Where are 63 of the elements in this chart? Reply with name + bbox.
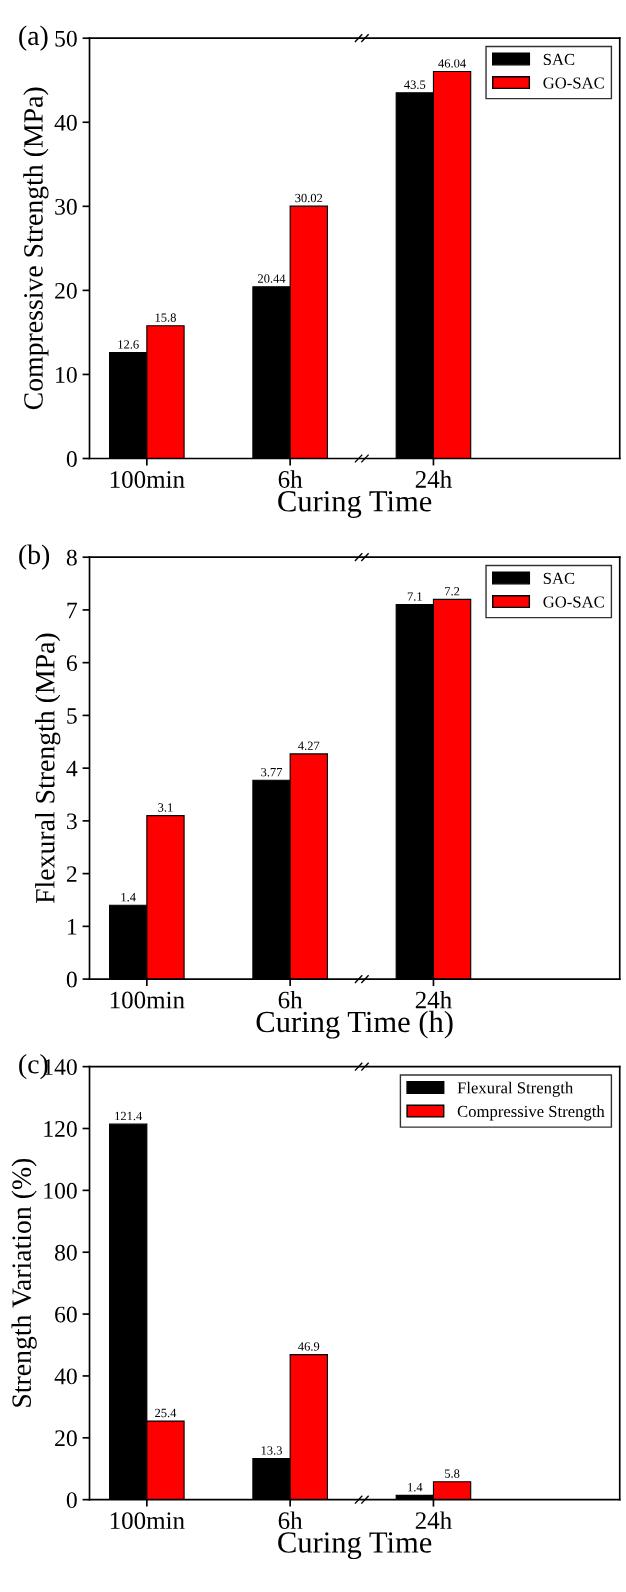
data-label: 1.4 xyxy=(121,892,136,902)
y-axis-title: Flexural Strength (MPa) xyxy=(35,633,61,904)
y-tick-label: 100 xyxy=(44,1182,77,1199)
data-label: 12.6 xyxy=(118,340,139,349)
legend-label: Compressive Strength xyxy=(457,1105,605,1121)
data-label: 46.04 xyxy=(438,59,466,68)
data-label: 13.3 xyxy=(261,1446,282,1455)
y-tick-label: 0 xyxy=(66,1492,77,1509)
data-label: 25.4 xyxy=(155,1408,177,1418)
x-tick-label: 6h xyxy=(278,470,303,488)
text: (b) xyxy=(19,544,50,570)
y-tick-label: 50 xyxy=(55,30,77,47)
legend-label: SAC xyxy=(543,53,575,66)
data-label: 46.9 xyxy=(298,1342,320,1351)
y-tick-label: 0 xyxy=(66,450,77,467)
data-label: 30.02 xyxy=(295,193,323,203)
x-tick-label: 24h xyxy=(415,1511,452,1529)
y-tick-label: 7 xyxy=(67,602,78,619)
y-tick-label: 10 xyxy=(56,366,77,383)
data-label: 3.1 xyxy=(158,803,173,812)
x-tick-label: 6h xyxy=(278,990,303,1009)
x-tick-label: 100min xyxy=(110,991,185,1009)
y-tick-label: 1 xyxy=(67,918,77,935)
data-label: 1.4 xyxy=(408,1483,423,1492)
data-label: 121.4 xyxy=(115,1111,143,1121)
y-tick-label: 6 xyxy=(66,655,78,672)
x-tick-label: 6h xyxy=(278,1511,303,1530)
data-label: 43.5 xyxy=(404,80,426,89)
y-tick-label: 60 xyxy=(55,1306,77,1323)
y-axis-title: Compressive Strength (MPa) xyxy=(23,87,49,410)
x-axis-title: Curing Time xyxy=(278,491,432,518)
data-label: 5.8 xyxy=(444,1469,460,1478)
data-label: 20.44 xyxy=(258,274,286,283)
y-tick-label: 2 xyxy=(66,866,77,882)
x-tick-label: 24h xyxy=(415,990,452,1009)
y-tick-label: 4 xyxy=(66,760,78,777)
y-tick-label: 20 xyxy=(55,282,77,299)
y-tick-label: 3 xyxy=(67,813,77,830)
data-label: 15.8 xyxy=(155,313,176,322)
y-tick-label: 20 xyxy=(55,1430,77,1447)
x-axis-title: Curing Time xyxy=(278,1532,432,1560)
y-tick-label: 30 xyxy=(55,198,77,215)
y-tick-label: 0 xyxy=(66,971,77,988)
legend-label: SAC xyxy=(543,572,575,585)
x-tick-label: 24h xyxy=(415,470,452,488)
y-tick-label: 40 xyxy=(54,114,77,131)
data-label: 7.2 xyxy=(445,587,460,596)
y-tick-label: 40 xyxy=(54,1368,77,1385)
y-axis-title: Strength Variation (%) xyxy=(11,1158,37,1407)
x-axis-title: Curing Time (h) xyxy=(256,1010,453,1039)
legend-label: Flexural Strength xyxy=(457,1081,574,1097)
legend-label: GO-SAC xyxy=(543,77,604,89)
data-label: 4.27 xyxy=(298,741,320,751)
y-tick-label: 8 xyxy=(66,549,77,566)
x-tick-label: 100min xyxy=(110,471,185,488)
y-tick-label: 5 xyxy=(67,708,77,724)
y-tick-label: 80 xyxy=(55,1244,77,1261)
data-label: 7.1 xyxy=(407,592,422,601)
legend-label: GO-SAC xyxy=(543,596,604,608)
text: (a) xyxy=(19,25,48,51)
y-tick-label: 120 xyxy=(44,1120,77,1137)
x-tick-label: 100min xyxy=(110,1512,185,1530)
data-label: 3.77 xyxy=(261,767,283,777)
